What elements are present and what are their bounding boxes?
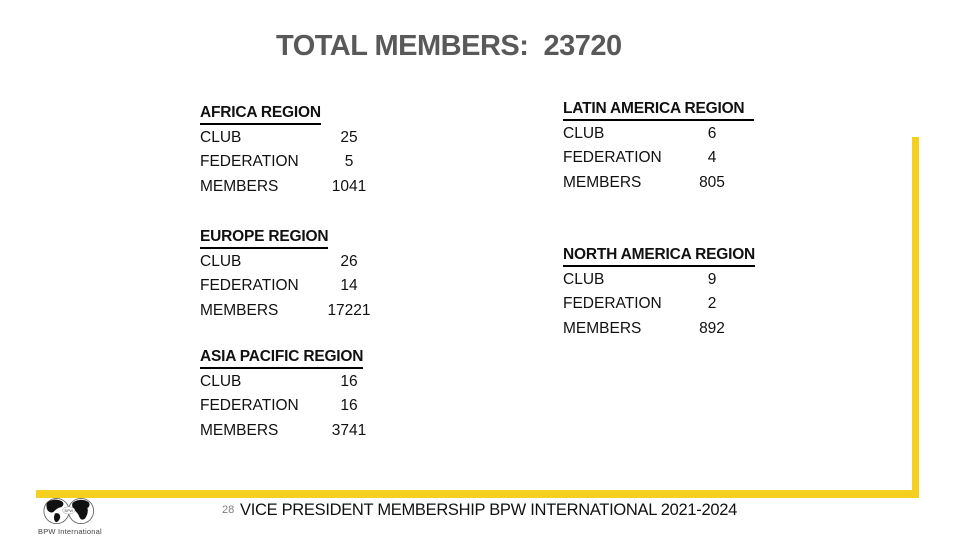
- row-value: 1041: [331, 177, 367, 195]
- table-row: CLUB 16: [200, 370, 380, 395]
- row-label: CLUB: [563, 124, 605, 142]
- row-label: FEDERATION: [563, 295, 662, 313]
- logo-caption: BPW International: [38, 527, 102, 536]
- row-label: MEMBERS: [563, 173, 642, 191]
- accent-bar-horizontal: [36, 490, 919, 498]
- row-value: 16: [340, 397, 358, 415]
- row-label: CLUB: [200, 252, 242, 270]
- table-row: FEDERATION 14: [200, 274, 380, 299]
- row-value: 14: [340, 277, 358, 295]
- row-value: 805: [699, 173, 725, 191]
- row-label: MEMBERS: [200, 421, 279, 439]
- row-label: FEDERATION: [200, 277, 299, 295]
- row-value: 892: [699, 319, 725, 337]
- row-value: 5: [344, 153, 354, 171]
- row-value: 4: [707, 149, 717, 167]
- row-value: 3741: [331, 421, 367, 439]
- row-value: 9: [707, 270, 717, 288]
- table-row: CLUB 25: [200, 126, 380, 151]
- table-row: MEMBERS 3741: [200, 419, 380, 444]
- region-header-africa: AFRICA REGION: [200, 103, 321, 125]
- table-row: CLUB 6: [563, 122, 754, 147]
- table-row: MEMBERS 1041: [200, 175, 380, 200]
- row-value: 6: [707, 124, 717, 142]
- row-label: FEDERATION: [563, 149, 662, 167]
- row-value: 17221: [327, 301, 371, 319]
- row-label: FEDERATION: [200, 397, 299, 415]
- accent-bar-vertical: [912, 137, 919, 498]
- logo-center-text: BPW: [64, 509, 73, 513]
- row-label: MEMBERS: [200, 177, 279, 195]
- table-row: CLUB 26: [200, 250, 380, 275]
- region-header-north-america: NORTH AMERICA REGION: [563, 245, 755, 267]
- region-block-asia-pacific: ASIA PACIFIC REGION CLUB 16 FEDERATION 1…: [200, 345, 380, 443]
- table-row: FEDERATION 5: [200, 150, 380, 175]
- row-value: 2: [707, 295, 717, 313]
- bpw-globes-icon: BPW: [43, 497, 95, 525]
- row-label: MEMBERS: [563, 319, 642, 337]
- row-label: MEMBERS: [200, 301, 279, 319]
- page-title: TOTAL MEMBERS: 23720: [276, 30, 622, 62]
- row-value: 16: [340, 372, 358, 390]
- row-label: CLUB: [563, 270, 605, 288]
- table-row: MEMBERS 892: [563, 317, 755, 342]
- table-row: FEDERATION 2: [563, 292, 755, 317]
- table-row: FEDERATION 16: [200, 394, 380, 419]
- footer-text: VICE PRESIDENT MEMBERSHIP BPW INTERNATIO…: [240, 501, 737, 519]
- table-row: MEMBERS 17221: [200, 299, 380, 324]
- bpw-logo: BPW BPW International: [36, 497, 116, 536]
- region-header-asia-pacific: ASIA PACIFIC REGION: [200, 347, 363, 369]
- row-value: 25: [340, 128, 358, 146]
- table-row: CLUB 9: [563, 268, 755, 293]
- row-value: 26: [340, 252, 358, 270]
- row-label: FEDERATION: [200, 153, 299, 171]
- region-block-north-america: NORTH AMERICA REGION CLUB 9 FEDERATION 2…: [563, 243, 755, 341]
- row-label: CLUB: [200, 372, 242, 390]
- page-number: 28: [222, 504, 235, 516]
- region-block-africa: AFRICA REGION CLUB 25 FEDERATION 5 MEMBE…: [200, 101, 380, 199]
- table-row: FEDERATION 4: [563, 146, 754, 171]
- row-label: CLUB: [200, 128, 242, 146]
- table-row: MEMBERS 805: [563, 171, 754, 196]
- region-header-latin-america: LATIN AMERICA REGION: [563, 99, 755, 121]
- region-header-europe: EUROPE REGION: [200, 227, 329, 249]
- region-block-europe: EUROPE REGION CLUB 26 FEDERATION 14 MEMB…: [200, 225, 380, 323]
- region-block-latin-america: LATIN AMERICA REGION CLUB 6 FEDERATION 4…: [563, 97, 755, 196]
